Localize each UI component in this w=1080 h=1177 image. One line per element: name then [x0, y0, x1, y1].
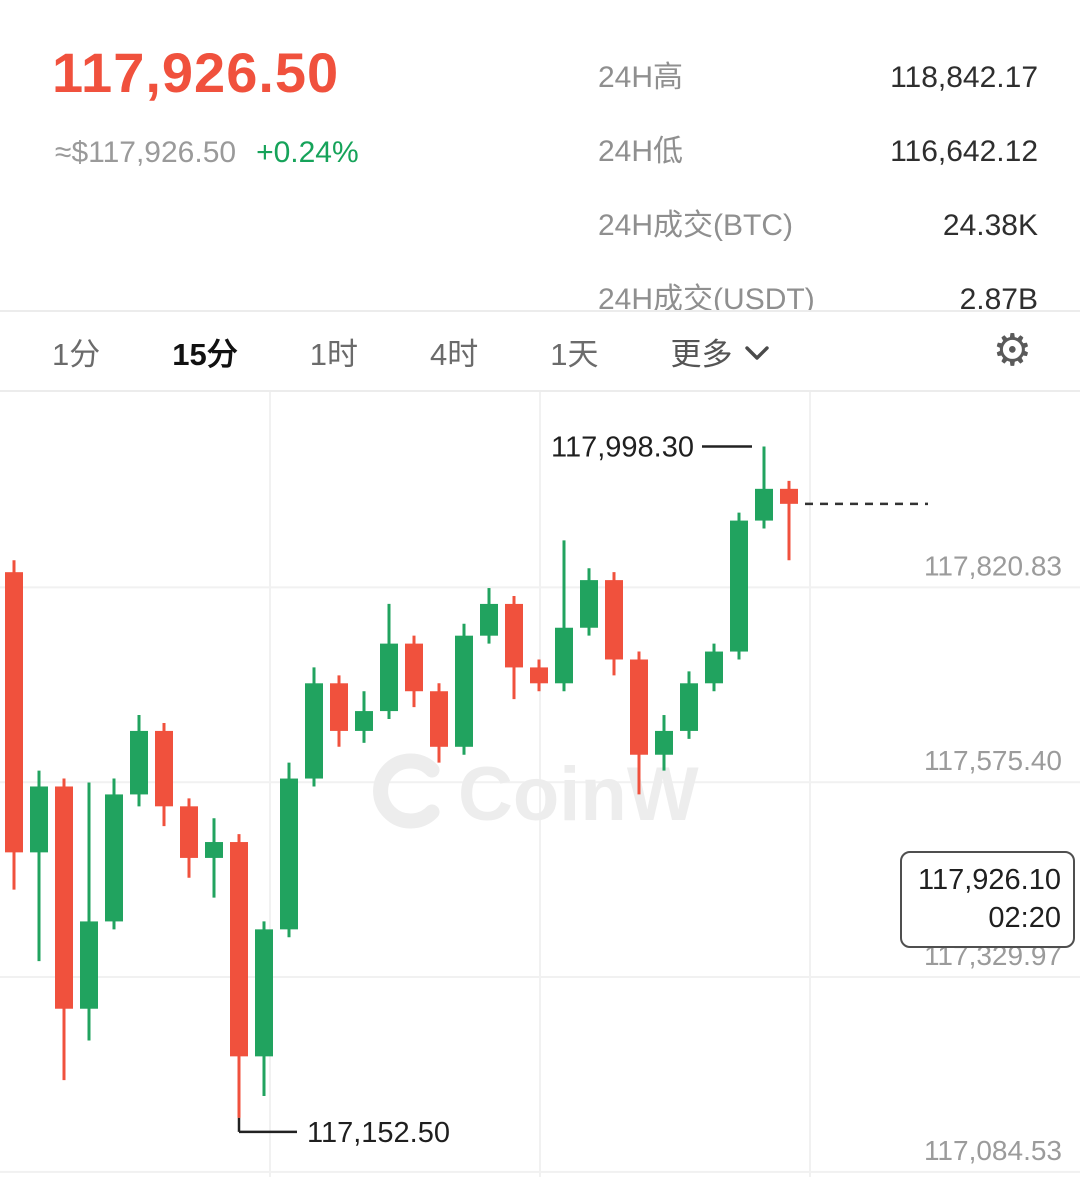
more-label: 更多 [670, 336, 733, 372]
last-price: 117,926.50 [52, 41, 340, 104]
change-percent: +0.24% [256, 136, 359, 169]
svg-text:117,084.53: 117,084.53 [924, 1135, 1062, 1166]
svg-text:117,820.83: 117,820.83 [924, 550, 1062, 581]
svg-text:CoinW: CoinW [458, 752, 699, 837]
stat-value: 116,642.12 [890, 135, 1038, 168]
candlestick-chart[interactable]: 117,820.83 117,575.40 117,329.97 117,084.53… [0, 392, 1080, 1177]
stat-label: 24H成交(BTC) [598, 209, 794, 242]
chevron-down-icon [744, 333, 770, 369]
stat-row-24h-high: 24H高 118,842.17 [598, 52, 1038, 96]
stat-label: 24H高 [598, 61, 684, 94]
interval-tabbar: 1分 15分 1时 4时 1天 更多 ⚙ [0, 310, 1080, 392]
chart-canvas[interactable]: 117,820.83117,575.40117,329.97117,084.53… [0, 392, 1080, 1177]
tab-1hour[interactable]: 1时 [309, 336, 358, 372]
tab-1min[interactable]: 1分 [52, 336, 101, 372]
tab-15min[interactable]: 15分 [172, 336, 238, 372]
chart-settings-icon[interactable]: ⚙ [992, 325, 1032, 376]
price-subrow: ≈$117,926.50 +0.24% [55, 136, 359, 170]
last-price-tag: 117,926.10 02:20 [900, 850, 1075, 949]
stats-panel: 24H高 118,842.17 24H低 116,642.12 24H成交(BT… [598, 52, 1038, 348]
more-intervals-button[interactable]: 更多 [670, 329, 770, 374]
usd-price: ≈$117,926.50 [55, 136, 237, 169]
stat-value: 24.38K [942, 209, 1038, 242]
stat-row-24h-volume-btc: 24H成交(BTC) 24.38K [598, 200, 1038, 244]
svg-text:117,575.40: 117,575.40 [924, 745, 1062, 776]
last-price-time: 02:20 [988, 902, 1061, 935]
tab-4hour[interactable]: 4时 [429, 336, 479, 372]
price-header: 117,926.50 ≈$117,926.50 +0.24% 24H高 118,8… [0, 0, 1080, 316]
stat-value: 118,842.17 [890, 61, 1038, 94]
svg-text:117,998.30: 117,998.30 [551, 432, 694, 464]
tab-1day[interactable]: 1天 [550, 336, 599, 372]
stat-row-24h-low: 24H低 116,642.12 [598, 126, 1038, 170]
last-price-value: 117,926.10 [918, 863, 1061, 896]
stat-label: 24H低 [598, 135, 684, 168]
svg-text:117,152.50: 117,152.50 [307, 1117, 450, 1149]
